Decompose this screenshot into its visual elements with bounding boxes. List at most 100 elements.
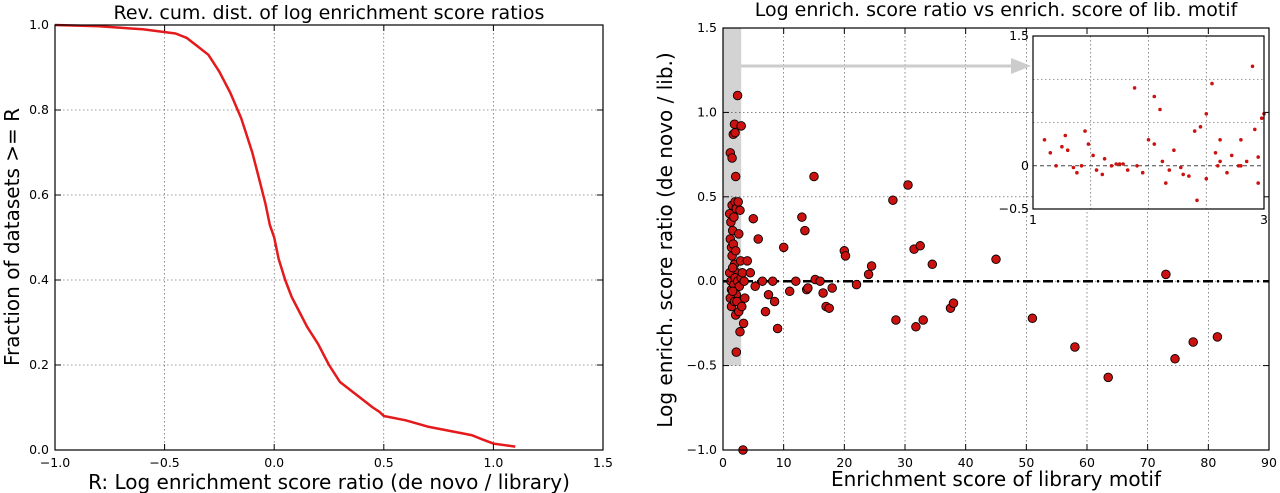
scatter-point xyxy=(818,288,828,298)
left-chart-title: Rev. cum. dist. of log enrichment score … xyxy=(114,2,545,24)
left-x-ticks: −1.0 −0.5 0.0 0.5 1.0 1.5 xyxy=(40,25,613,470)
inset-x-tick-label: 3 xyxy=(1260,212,1268,227)
right-x-axis-label: Enrichment score of library motif xyxy=(831,467,1162,491)
inset-point xyxy=(1218,138,1222,142)
inset-frame xyxy=(1032,35,1265,210)
scatter-point xyxy=(730,171,741,182)
scatter-point xyxy=(927,259,938,270)
scatter-point xyxy=(772,323,783,334)
scatter-point xyxy=(753,234,763,244)
inset-x-tick-label: 1 xyxy=(1029,212,1037,227)
right-series xyxy=(724,90,1223,455)
right-y-tick-label: 1.5 xyxy=(697,20,717,35)
scatter-point xyxy=(727,153,737,163)
right-x-tick-label: 60 xyxy=(1079,455,1095,470)
inset-point xyxy=(1135,164,1139,168)
inset-point xyxy=(1079,164,1084,168)
right-x-tick-label: 10 xyxy=(776,455,792,470)
inset-point xyxy=(1218,159,1222,164)
scatter-point xyxy=(840,251,851,261)
scatter-point xyxy=(1188,337,1198,347)
inset-point xyxy=(1152,142,1157,146)
inset-point xyxy=(1256,155,1260,159)
scatter-point xyxy=(991,254,1001,265)
scatter-point xyxy=(1170,354,1180,364)
scatter-point xyxy=(730,246,741,256)
scatter-point xyxy=(1027,313,1038,324)
left-chart: −1.0 −0.5 0.0 0.5 1.0 1.5 0.00.20.40.60.81.0 … xyxy=(0,2,613,493)
right-y-tick-label: 0.0 xyxy=(697,273,717,288)
inset-point xyxy=(1091,153,1095,158)
inset-point xyxy=(1225,170,1229,175)
scatter-point xyxy=(730,127,740,138)
inset-y-tick-label: 1.5 xyxy=(1009,28,1029,43)
right-plot-frame xyxy=(722,27,1270,451)
inset-point xyxy=(1048,151,1053,155)
inset-point xyxy=(1204,112,1209,116)
right-x-tick-label: 90 xyxy=(1261,455,1277,470)
left-x-tick-label: 1.5 xyxy=(593,455,613,470)
inset-point xyxy=(1216,164,1220,168)
scatter-point xyxy=(734,229,744,239)
inset-y-tick-label: −0.5 xyxy=(999,201,1029,216)
right-x-tick-label: 70 xyxy=(1140,455,1156,470)
inset-point xyxy=(1109,164,1114,168)
right-x-tick-label: 30 xyxy=(897,455,913,470)
scatter-point xyxy=(733,197,743,207)
left-x-tick-label: 0.5 xyxy=(374,455,394,470)
inset-point xyxy=(1146,138,1151,142)
inset-point xyxy=(1198,125,1203,129)
scatter-point xyxy=(745,268,756,278)
left-plot-frame xyxy=(54,24,604,451)
scatter-point xyxy=(809,171,819,182)
scatter-point xyxy=(750,281,760,292)
scatter-point xyxy=(727,286,738,297)
inset-point xyxy=(1239,164,1243,168)
scatter-point xyxy=(1161,269,1171,280)
inset-point xyxy=(1179,165,1183,170)
right-grid xyxy=(723,28,1269,450)
right-x-tick-label: 20 xyxy=(836,455,852,470)
inset-point xyxy=(1132,86,1137,90)
left-y-tick-label: 0.0 xyxy=(29,442,49,457)
left-x-tick-label: −0.5 xyxy=(149,455,179,470)
inset-point xyxy=(1100,172,1105,177)
right-y-tick-label: −1.0 xyxy=(687,442,717,457)
inset-point xyxy=(1060,144,1064,149)
scatter-point xyxy=(911,322,921,332)
right-x-tick-label: 0 xyxy=(719,455,727,470)
scatter-point xyxy=(727,262,738,273)
scatter-point xyxy=(824,303,834,313)
right-y-axis-label: Log enrich. score ratio (de novo / lib.) xyxy=(653,52,677,427)
scatter-point xyxy=(735,327,745,337)
scatter-point xyxy=(729,212,739,222)
scatter-point xyxy=(757,276,768,286)
scatter-point xyxy=(784,286,795,297)
inset-point xyxy=(1210,81,1214,86)
left-x-axis-label: R: Log enrichment score ratio (de novo /… xyxy=(88,470,570,493)
inset-point xyxy=(1114,162,1118,166)
scatter-point xyxy=(742,256,753,266)
scatter-point xyxy=(891,315,901,325)
scatter-point xyxy=(731,347,742,357)
left-y-tick-label: 0.8 xyxy=(29,102,49,117)
inset-point xyxy=(1125,168,1130,172)
scatter-point xyxy=(827,283,837,293)
inset-point xyxy=(1121,162,1125,166)
scatter-point xyxy=(739,276,749,286)
inset-point xyxy=(1065,148,1070,152)
inset-point xyxy=(1192,129,1197,133)
scatter-point xyxy=(1070,342,1080,352)
right-y-tick-label: 1.0 xyxy=(697,104,717,119)
left-y-axis-label: Fraction of datasets >= R xyxy=(0,108,24,366)
left-y-ticks: 0.0 0.2 0.4 0.6 0.8 1.0 xyxy=(29,17,603,457)
inset-point xyxy=(1256,181,1260,185)
scatter-point xyxy=(803,283,813,293)
scatter-point xyxy=(1103,372,1113,383)
left-x-tick-label: 1.0 xyxy=(483,455,503,470)
scatter-point xyxy=(863,269,874,280)
scatter-point xyxy=(915,241,925,251)
inset-point xyxy=(1102,157,1107,161)
inset-point xyxy=(1213,151,1218,155)
